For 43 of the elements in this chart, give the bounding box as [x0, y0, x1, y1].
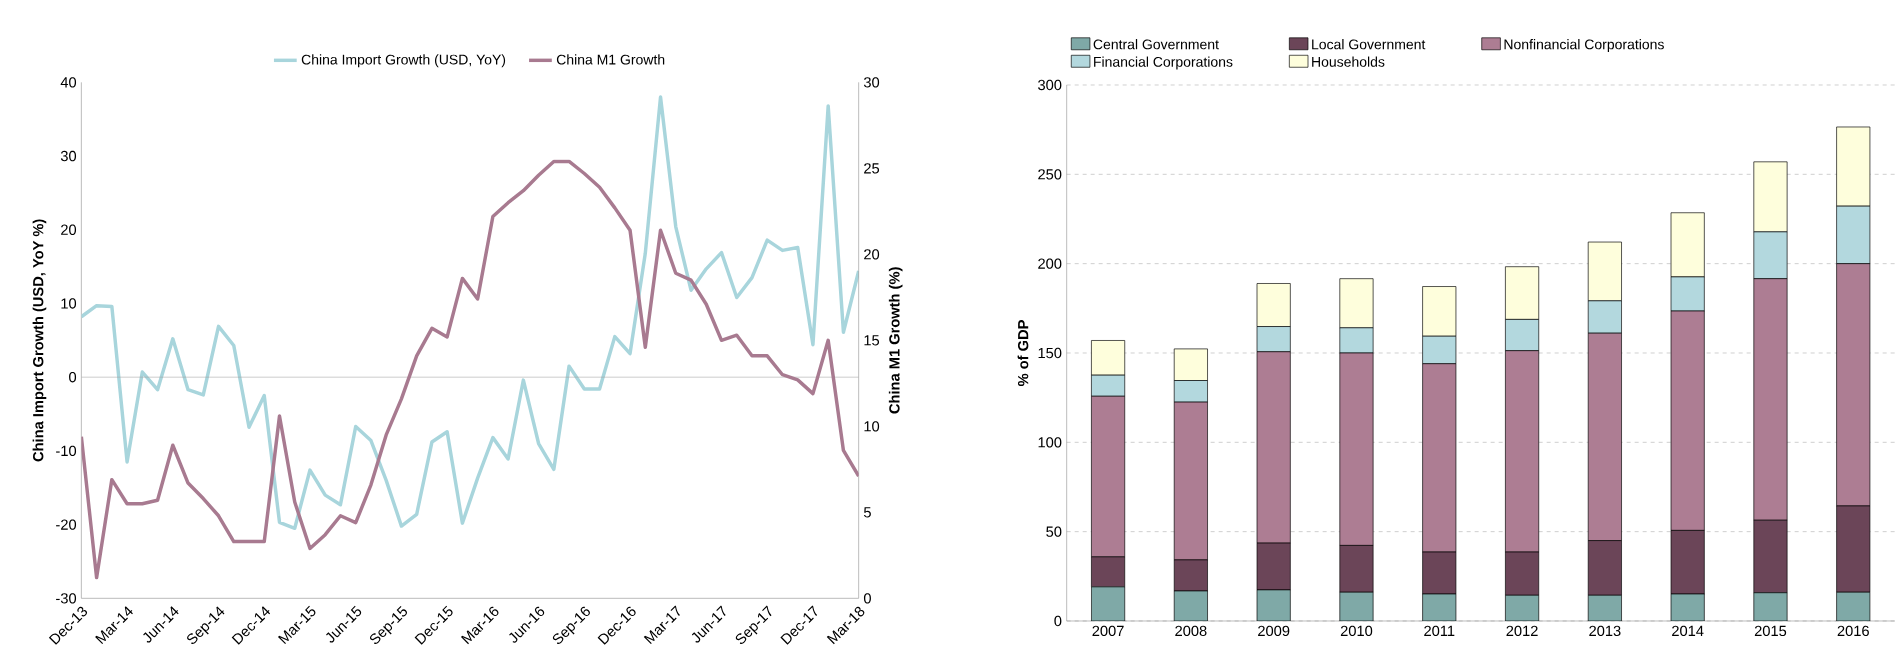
y-tick-label: 150	[1038, 347, 1062, 359]
y-tick-label: -30	[56, 593, 77, 604]
y-axis-title: % of GDP	[1017, 320, 1029, 387]
legend-label: Local Government	[1312, 39, 1426, 50]
x-tick-label: 2016	[1837, 625, 1869, 637]
y-tick-label: 200	[1038, 258, 1062, 269]
y-tick-label: 10	[61, 298, 77, 309]
x-tick-label: 2011	[1424, 625, 1455, 637]
y2-tick-label: 0	[863, 593, 871, 604]
y2-tick-label: 30	[863, 77, 880, 88]
y-tick-label: 0	[1054, 615, 1062, 627]
y-tick-label: 20	[61, 224, 77, 235]
y2-axis-title: China M1 Growth (%)	[888, 267, 903, 414]
x-tick-label: 2013	[1589, 625, 1621, 637]
legend-label: China M1 Growth	[556, 54, 665, 65]
line-series	[81, 95, 859, 531]
y2-tick-label: 10	[864, 421, 880, 432]
x-tick-label: 2007	[1092, 625, 1124, 637]
y2-tick-label: 5	[863, 507, 871, 518]
y-tick-label: 40	[60, 77, 77, 88]
x-tick-label: 2014	[1672, 625, 1704, 637]
y2-tick-label: 25	[864, 163, 880, 174]
x-tick-label: 2008	[1175, 625, 1207, 637]
y2-tick-label: 15	[864, 335, 880, 346]
y-tick-label: -20	[56, 519, 77, 530]
legend-label: Central Government	[1093, 39, 1219, 50]
x-tick-label: 2009	[1258, 625, 1290, 637]
y-tick-label: 50	[1046, 526, 1062, 537]
y-tick-label: 30	[60, 150, 77, 162]
y-tick-label: 100	[1038, 437, 1062, 448]
y2-tick-label: 20	[864, 249, 880, 260]
legend-label: Financial Corporations	[1094, 56, 1233, 70]
x-tick-label: 2010	[1340, 625, 1373, 637]
y-tick-label: -10	[56, 445, 77, 457]
legend-label: Nonfinancial Corporations	[1504, 39, 1664, 53]
y-tick-label: 250	[1038, 169, 1062, 180]
x-tick-label: 2015	[1754, 625, 1787, 637]
legend-label: Households	[1312, 56, 1385, 67]
y-tick-label: 0	[69, 372, 77, 383]
legend-label: China Import Growth (USD, YoY)	[301, 54, 506, 68]
y-tick-label: 300	[1038, 79, 1062, 91]
x-tick-label: 2012	[1506, 625, 1538, 637]
y-axis-title: China Import Growth (USD, YoY %)	[32, 219, 47, 462]
